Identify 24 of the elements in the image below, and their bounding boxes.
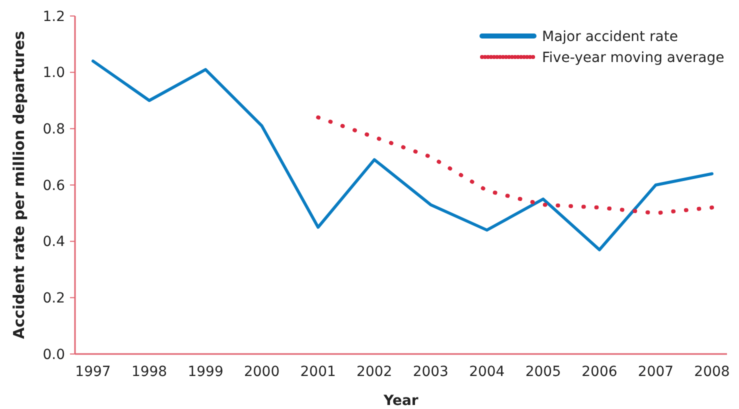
- y-axis-title: Accident rate per million departures: [10, 30, 28, 340]
- x-tick-label: 1999: [188, 364, 224, 380]
- y-tick-label: 0.0: [42, 346, 65, 363]
- x-tick-label: 2000: [244, 364, 280, 380]
- line-series: [316, 115, 714, 216]
- x-tick-label: 2001: [300, 364, 336, 380]
- y-tick-label: 1.0: [42, 65, 65, 82]
- legend-label: Major accident rate: [542, 28, 678, 45]
- x-tick-label: 2005: [525, 364, 561, 380]
- x-tick-label: 1998: [131, 364, 168, 380]
- y-tick-label: 0.6: [42, 178, 66, 194]
- x-tick-label: 2004: [469, 364, 505, 380]
- x-tick-label: 2006: [582, 364, 618, 380]
- y-tick-label: 1.2: [42, 8, 65, 25]
- y-tick-label: 0.2: [42, 290, 65, 307]
- x-axis-title: Year: [382, 393, 418, 409]
- x-tick-label: 2008: [694, 364, 730, 380]
- y-tick-label: 0.4: [42, 234, 66, 250]
- legend-label: Five-year moving average: [542, 50, 724, 66]
- x-tick-label: 2003: [412, 364, 448, 380]
- y-tick-label: 0.8: [42, 122, 65, 138]
- x-tick-label: 2007: [638, 364, 674, 380]
- x-tick-label: 2002: [356, 364, 392, 380]
- x-tick-label: 1997: [75, 364, 111, 380]
